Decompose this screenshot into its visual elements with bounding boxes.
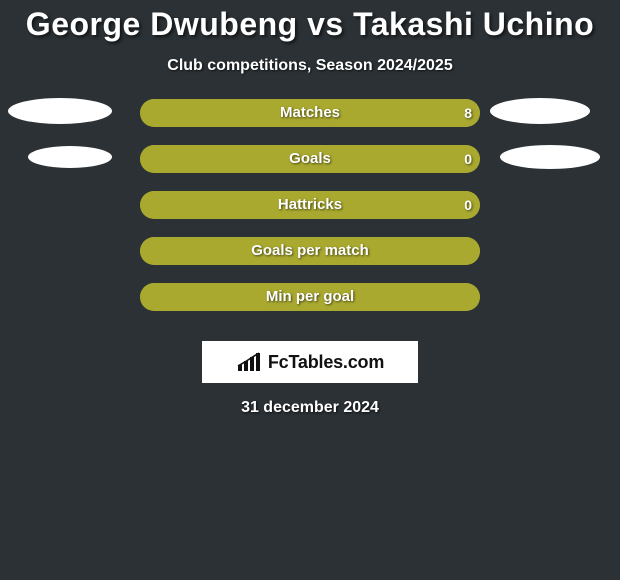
player1-name: George Dwubeng [26, 6, 298, 42]
subtitle: Club competitions, Season 2024/2025 [0, 57, 620, 75]
stat-bar-track [140, 145, 480, 173]
stat-bar-track [140, 283, 480, 311]
stat-bar-fill-right [140, 99, 480, 127]
decorative-ellipse [490, 98, 590, 124]
decorative-ellipse [500, 145, 600, 169]
player2-name: Takashi Uchino [353, 6, 594, 42]
vs-separator: vs [307, 6, 344, 42]
stat-row: Hattricks0 [0, 191, 620, 237]
site-logo: FcTables.com [202, 341, 418, 383]
stat-bar-fill-right [140, 283, 480, 311]
comparison-card: George Dwubeng vs Takashi Uchino Club co… [0, 0, 620, 580]
stat-bar-track [140, 99, 480, 127]
bar-chart-icon [236, 351, 262, 373]
stat-row: Goals0 [0, 145, 620, 191]
decorative-ellipse [28, 146, 112, 168]
stat-bar-fill-right [140, 191, 480, 219]
stat-bar-fill-right [140, 237, 480, 265]
date-label: 31 december 2024 [0, 399, 620, 417]
stat-bar-track [140, 237, 480, 265]
stat-row: Matches8 [0, 99, 620, 145]
stats-section: Matches8Goals0Hattricks0Goals per matchM… [0, 99, 620, 329]
logo-text: FcTables.com [268, 352, 384, 373]
page-title: George Dwubeng vs Takashi Uchino [0, 0, 620, 43]
stat-value-right: 8 [432, 99, 472, 127]
stat-row: Goals per match [0, 237, 620, 283]
stat-row: Min per goal [0, 283, 620, 329]
stat-value-right: 0 [432, 191, 472, 219]
stat-bar-fill-right [140, 145, 480, 173]
decorative-ellipse [8, 98, 112, 124]
stat-value-right: 0 [432, 145, 472, 173]
stat-bar-track [140, 191, 480, 219]
